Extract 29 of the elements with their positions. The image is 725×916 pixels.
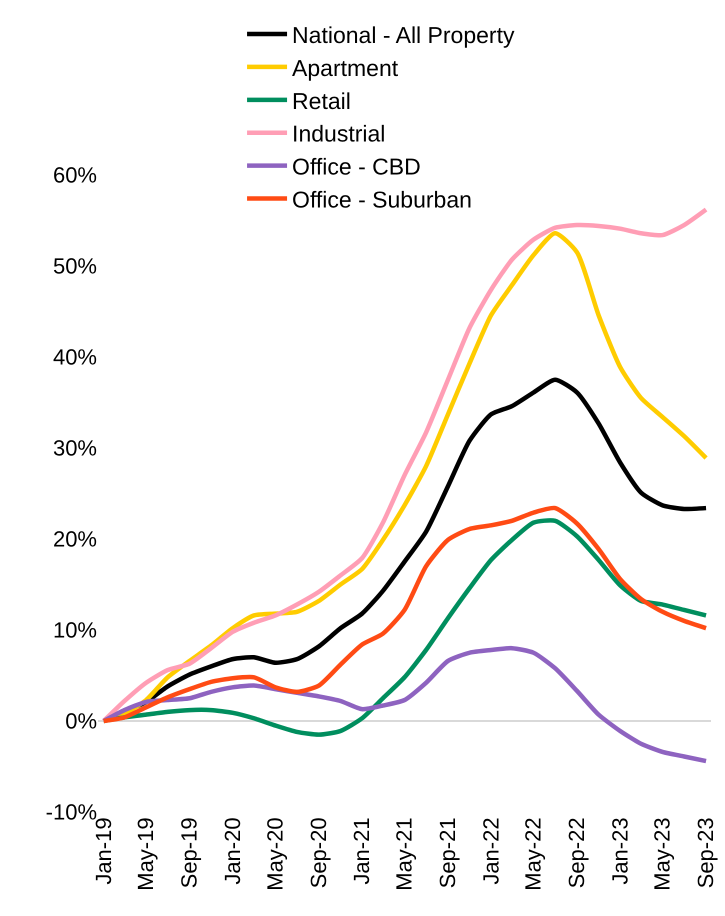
x-tick-label: May-19: [133, 817, 158, 891]
y-tick-label: 30%: [52, 436, 97, 461]
x-tick-label: May-20: [262, 817, 288, 891]
legend-label: Retail: [292, 88, 351, 114]
x-tick-label: Jan-21: [349, 817, 374, 885]
line-series: [101, 646, 708, 764]
x-tick-label: Sep-21: [435, 817, 460, 888]
y-tick-label: 50%: [52, 254, 97, 279]
legend-label: Office - Suburban: [292, 186, 472, 212]
y-tick-label: 0%: [65, 708, 97, 734]
legend-label: Apartment: [292, 54, 399, 81]
x-tick-label: Sep-22: [564, 817, 590, 888]
y-tick-label: -10%: [46, 800, 97, 825]
x-tick-label: Jan-22: [478, 817, 504, 885]
y-tick-label: 10%: [52, 618, 97, 643]
legend-label: National - All Property: [292, 22, 515, 48]
x-tick-label: May-21: [392, 817, 417, 891]
x-tick-label: May-22: [520, 817, 546, 891]
x-tick-label: Sep-19: [176, 817, 202, 888]
y-tick-label: 20%: [52, 526, 97, 552]
y-tick-label: 40%: [52, 344, 97, 370]
legend-label: Office - CBD: [292, 154, 421, 180]
x-tick-label: Jan-20: [220, 817, 245, 885]
legend-label: Industrial: [292, 120, 386, 147]
x-tick-label: Jan-23: [607, 817, 632, 885]
x-tick-label: Sep-23: [693, 817, 718, 888]
x-tick-label: Sep-20: [306, 817, 332, 888]
y-tick-label: 60%: [52, 162, 97, 188]
x-tick-label: May-23: [650, 817, 675, 891]
